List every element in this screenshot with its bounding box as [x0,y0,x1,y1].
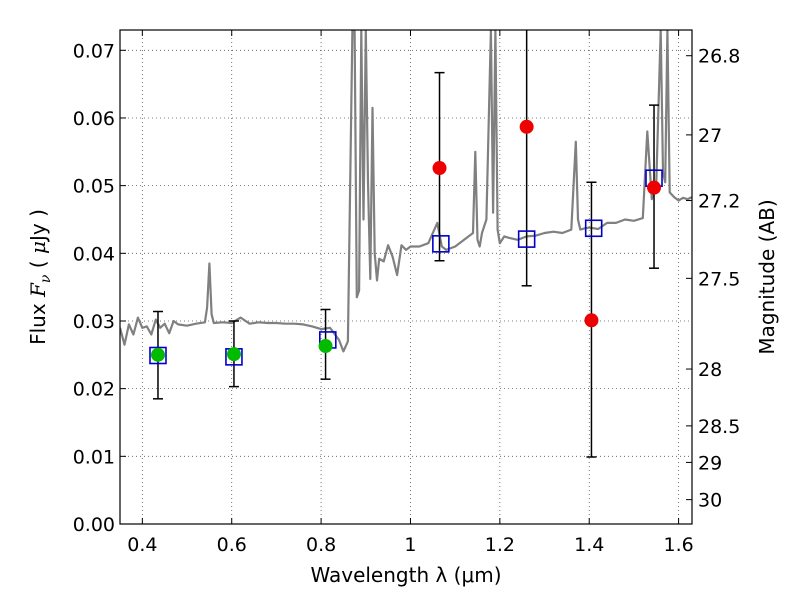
y-tick-label: 0.05 [73,176,115,198]
grid-lines [120,30,692,525]
x-tick-label: 1 [404,534,416,556]
green-data-point [150,347,165,362]
x-tick-label: 1.4 [574,534,604,556]
right-tick-label: 26.8 [698,46,740,68]
red-data-point [432,161,447,176]
axes: 0.4 0.6 0.8 1 1.2 1.4 1.6 0.00 0.01 0.02 0.03 0.04 0… [73,30,740,556]
model-square-point [149,346,167,365]
y-axis-right-title: Magnitude (AB) [755,199,779,354]
green-data-point [318,339,333,354]
x-tick-label: 1.2 [485,534,515,556]
y-tick-label: 0.02 [73,379,115,401]
y-tick-label: 0.00 [73,514,115,536]
x-axis-title: Wavelength λ (μm) [310,563,501,587]
model-square-point [517,230,536,248]
y-tick-label: 0.03 [73,311,115,333]
spectrum-line [120,30,692,353]
right-tick-label: 29 [698,452,722,474]
y-tick-label: 0.07 [73,40,115,62]
red-data-point [647,180,662,195]
y-tick-label: 0.01 [73,446,115,468]
y-tick-label: 0.06 [73,108,115,130]
right-tick-label: 30 [698,490,722,512]
plot-frame [119,29,693,525]
x-tick-label: 1.6 [663,534,693,556]
model-square-point [432,235,450,253]
right-tick-label: 28 [698,359,722,381]
red-data-point [519,119,534,134]
right-tick-label: 28.5 [698,416,740,438]
plot-area [120,30,692,458]
x-tick-label: 0.6 [217,534,247,556]
green-data-point [226,347,241,362]
right-tick-label: 27.2 [698,191,740,213]
red-data-point [584,313,599,328]
right-tick-label: 27 [698,125,722,147]
x-tick-label: 0.4 [127,534,157,556]
x-tick-label: 0.8 [306,534,336,556]
right-tick-label: 27.5 [698,268,740,290]
y-axis-title: Flux Fν ( μJy ) [26,209,54,345]
y-tick-label: 0.04 [73,243,115,265]
model-square-point [584,219,603,238]
